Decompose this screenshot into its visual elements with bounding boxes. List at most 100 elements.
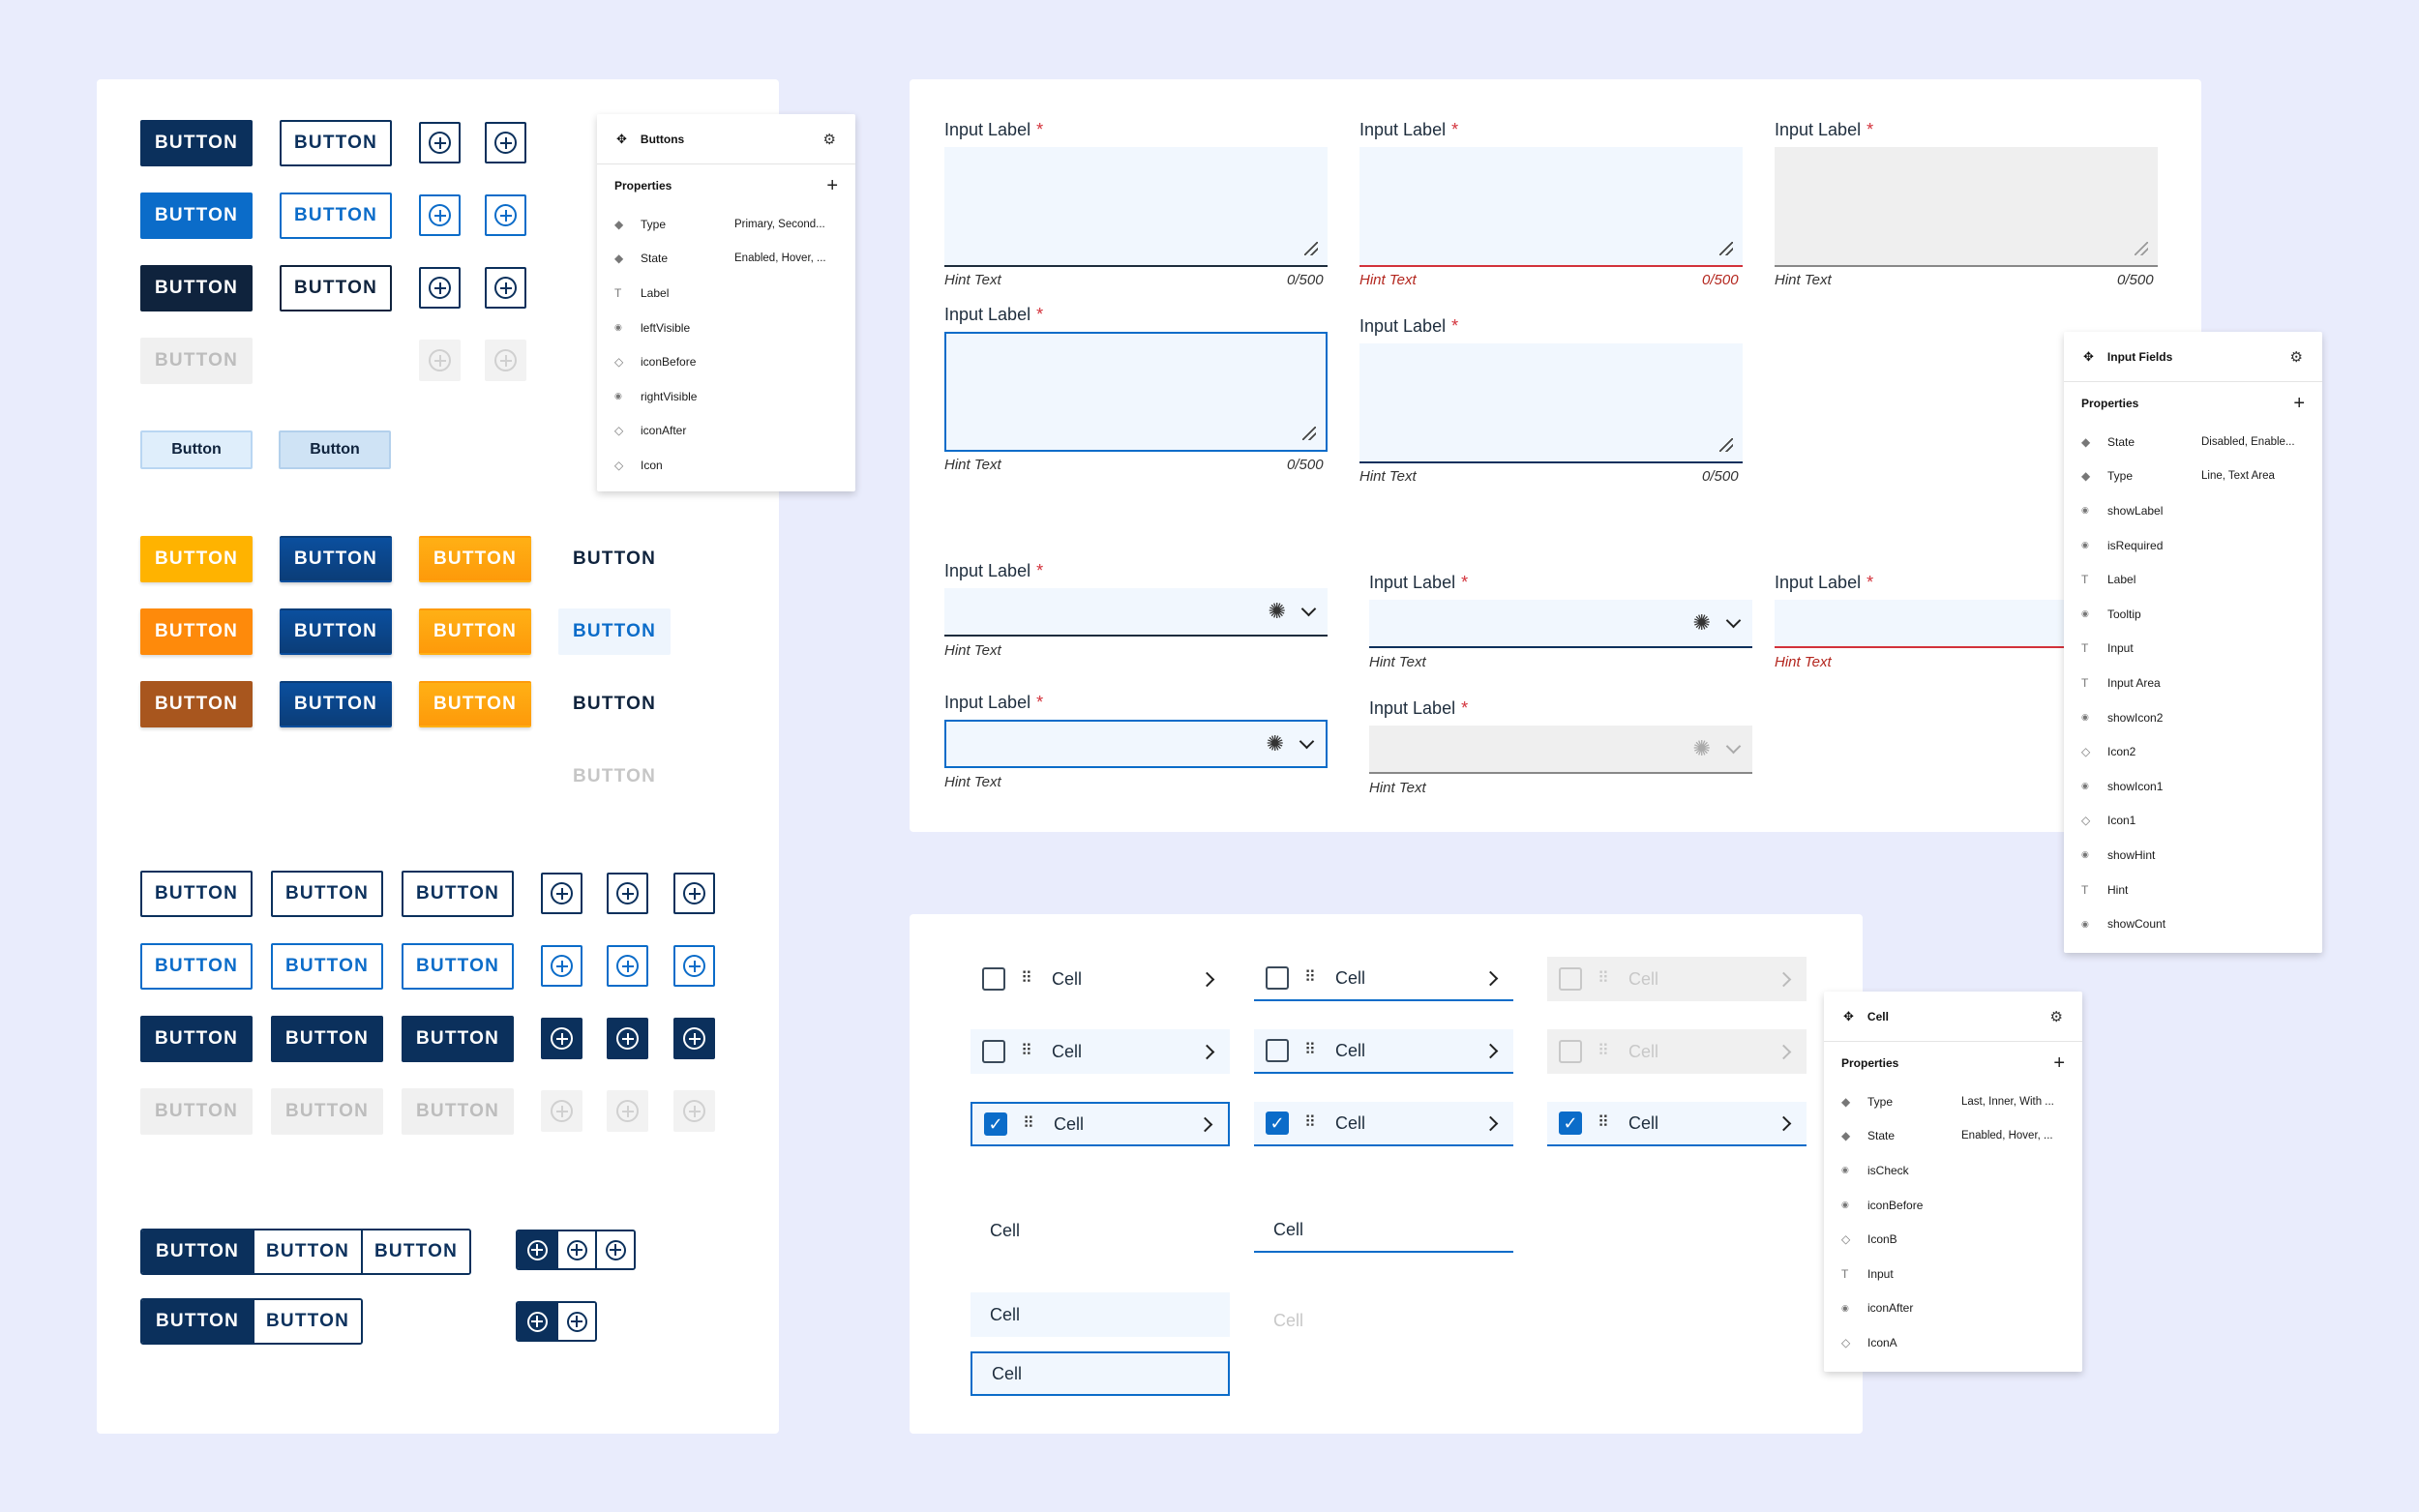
button[interactable]: BUTTON — [402, 1016, 514, 1062]
button[interactable]: BUTTON — [140, 1016, 253, 1062]
cell-item[interactable]: ⠿ Cell — [1254, 957, 1513, 1001]
add-icon-button[interactable] — [541, 873, 582, 914]
resize-grip-icon[interactable] — [1719, 438, 1733, 452]
add-icon-button[interactable] — [541, 1018, 582, 1059]
drag-handle-icon[interactable]: ⠿ — [1598, 1114, 1609, 1131]
add-icon-button[interactable] — [607, 945, 648, 987]
property-row[interactable]: T Label — [597, 276, 855, 311]
add-icon-button[interactable] — [518, 1231, 556, 1268]
add-icon-button[interactable] — [673, 1018, 715, 1059]
textarea-focused[interactable] — [944, 332, 1328, 452]
cell-item[interactable]: ✓ ⠿ Cell — [1547, 1102, 1807, 1146]
add-icon-button[interactable] — [485, 194, 526, 236]
button[interactable]: BUTTON — [280, 536, 392, 582]
chevron-right-icon[interactable] — [1776, 1115, 1792, 1131]
property-row[interactable]: T Hint — [2064, 873, 2322, 907]
group-segment-button[interactable]: BUTTON — [253, 1300, 361, 1343]
button[interactable]: BUTTON — [140, 871, 253, 917]
button[interactable]: BUTTON — [271, 943, 383, 990]
add-icon-button[interactable] — [607, 873, 648, 914]
button-secondary-light[interactable]: Button — [140, 430, 253, 469]
cell-item[interactable]: ⠿ Cell — [1254, 1029, 1513, 1074]
property-row[interactable]: ◇ Icon1 — [2064, 804, 2322, 839]
property-row[interactable]: T Input — [1824, 1257, 2082, 1291]
group-segment-button[interactable]: BUTTON — [142, 1300, 253, 1343]
button[interactable]: BUTTON — [280, 681, 392, 727]
button[interactable]: BUTTON — [140, 265, 253, 311]
chevron-right-icon[interactable] — [1482, 1115, 1499, 1131]
property-row[interactable]: ◉ leftVisible — [597, 311, 855, 345]
tune-icon[interactable]: ⚙ — [822, 131, 836, 148]
add-icon-button[interactable] — [518, 1303, 556, 1340]
add-icon-button[interactable] — [485, 122, 526, 163]
button[interactable]: BUTTON — [140, 536, 253, 582]
checkbox[interactable] — [982, 967, 1005, 991]
button[interactable]: BUTTON — [402, 871, 514, 917]
add-icon-button[interactable] — [607, 1018, 648, 1059]
cell-item[interactable]: ✓ ⠿ Cell — [971, 1102, 1230, 1146]
group-segment-button[interactable]: BUTTON — [142, 1230, 253, 1273]
textarea-default[interactable] — [944, 147, 1328, 267]
drag-handle-icon[interactable]: ⠿ — [1023, 1115, 1034, 1132]
property-row[interactable]: ◇ iconAfter — [597, 414, 855, 449]
property-row[interactable]: ◉ iconAfter — [1824, 1291, 2082, 1326]
chevron-down-icon[interactable] — [1725, 612, 1742, 628]
drag-handle-icon[interactable]: ⠿ — [1304, 1114, 1316, 1131]
button[interactable]: BUTTON — [271, 871, 383, 917]
add-icon-button[interactable] — [556, 1231, 595, 1268]
property-row[interactable]: ◆ Type Last, Inner, With ... — [1824, 1084, 2082, 1119]
add-property-icon[interactable]: + — [2293, 392, 2305, 414]
chevron-down-icon[interactable] — [1299, 733, 1315, 749]
button[interactable]: BUTTON — [280, 608, 392, 655]
text-button-hover[interactable]: BUTTON — [558, 608, 671, 655]
resize-grip-icon[interactable] — [1719, 242, 1733, 255]
button[interactable]: BUTTON — [140, 120, 253, 166]
text-cell[interactable]: Cell — [1254, 1208, 1513, 1253]
drag-handle-icon[interactable]: ⠿ — [1021, 970, 1032, 987]
button[interactable]: BUTTON — [271, 1016, 383, 1062]
property-row[interactable]: ◆ Type Line, Text Area — [2064, 460, 2322, 494]
button[interactable]: BUTTON — [280, 265, 392, 311]
drag-handle-icon[interactable]: ⠿ — [1021, 1043, 1032, 1059]
property-row[interactable]: ◉ Tooltip — [2064, 597, 2322, 632]
property-row[interactable]: ◉ iconBefore — [1824, 1188, 2082, 1223]
tune-icon[interactable]: ⚙ — [2049, 1008, 2063, 1025]
property-row[interactable]: ◇ Icon — [597, 448, 855, 483]
button[interactable]: BUTTON — [140, 681, 253, 727]
chevron-right-icon[interactable] — [1197, 1116, 1213, 1132]
button[interactable]: BUTTON — [140, 943, 253, 990]
text-button[interactable]: BUTTON — [572, 694, 656, 714]
button[interactable]: BUTTON — [280, 193, 392, 239]
text-button[interactable]: BUTTON — [572, 548, 656, 569]
add-icon-button[interactable] — [419, 267, 461, 309]
button[interactable]: BUTTON — [280, 120, 392, 166]
select-input-error[interactable] — [1775, 600, 2065, 648]
property-row[interactable]: ◉ rightVisible — [597, 379, 855, 414]
property-row[interactable]: T Input Area — [2064, 666, 2322, 700]
property-row[interactable]: ◉ showHint — [2064, 838, 2322, 873]
property-row[interactable]: ◆ State Enabled, Hover, ... — [597, 242, 855, 277]
property-row[interactable]: ◇ IconB — [1824, 1222, 2082, 1257]
cell-item[interactable]: ✓ ⠿ Cell — [1254, 1102, 1513, 1146]
add-icon-button[interactable] — [485, 267, 526, 309]
chevron-right-icon[interactable] — [1482, 1043, 1499, 1058]
textarea-hover[interactable] — [1359, 343, 1743, 463]
add-icon-button[interactable] — [541, 945, 582, 987]
add-icon-button[interactable] — [419, 194, 461, 236]
add-icon-button[interactable] — [673, 873, 715, 914]
add-icon-button[interactable] — [595, 1231, 634, 1268]
button[interactable]: BUTTON — [402, 943, 514, 990]
property-row[interactable]: T Label — [2064, 562, 2322, 597]
add-icon-button[interactable] — [673, 945, 715, 987]
group-segment-button[interactable]: BUTTON — [361, 1230, 469, 1273]
add-icon-button[interactable] — [556, 1303, 595, 1340]
button[interactable]: BUTTON — [140, 608, 253, 655]
text-cell[interactable]: Cell — [971, 1208, 1230, 1253]
chevron-right-icon[interactable] — [1482, 970, 1499, 986]
drag-handle-icon[interactable]: ⠿ — [1304, 969, 1316, 986]
text-cell[interactable]: Cell — [971, 1292, 1230, 1337]
cell-item[interactable]: ⠿ Cell — [971, 957, 1230, 1001]
property-row[interactable]: ◉ showLabel — [2064, 493, 2322, 528]
cell-item[interactable]: ⠿ Cell — [971, 1029, 1230, 1074]
property-row[interactable]: ◆ State Disabled, Enable... — [2064, 425, 2322, 460]
